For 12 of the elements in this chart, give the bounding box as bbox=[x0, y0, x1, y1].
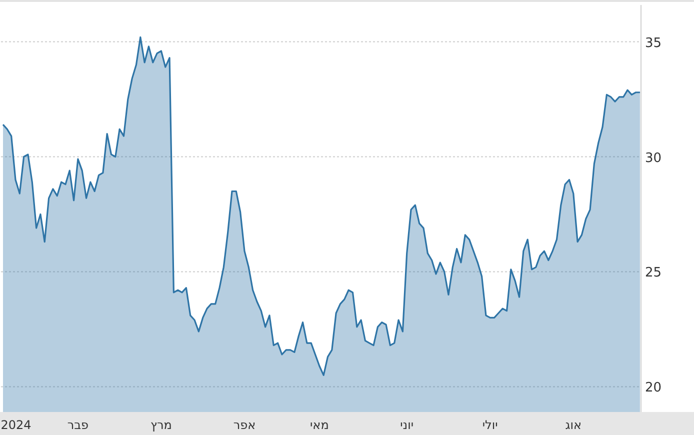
y-tick-label: 35 bbox=[645, 36, 662, 51]
y-tick-label: 30 bbox=[645, 150, 662, 166]
x-tick-label: מרץ bbox=[150, 418, 172, 432]
y-tick-label: 20 bbox=[645, 380, 662, 396]
x-tick-label: יולי bbox=[482, 418, 498, 432]
x-tick-label: יוני bbox=[400, 418, 414, 432]
x-tick-label: אפר bbox=[233, 418, 256, 432]
x-tick-label: אוג bbox=[565, 418, 582, 432]
x-tick-label: מאי bbox=[310, 418, 329, 432]
x-tick-label: פבר bbox=[67, 418, 89, 432]
y-tick-label: 25 bbox=[645, 266, 662, 281]
x-tick-label: 2024 bbox=[0, 418, 32, 432]
